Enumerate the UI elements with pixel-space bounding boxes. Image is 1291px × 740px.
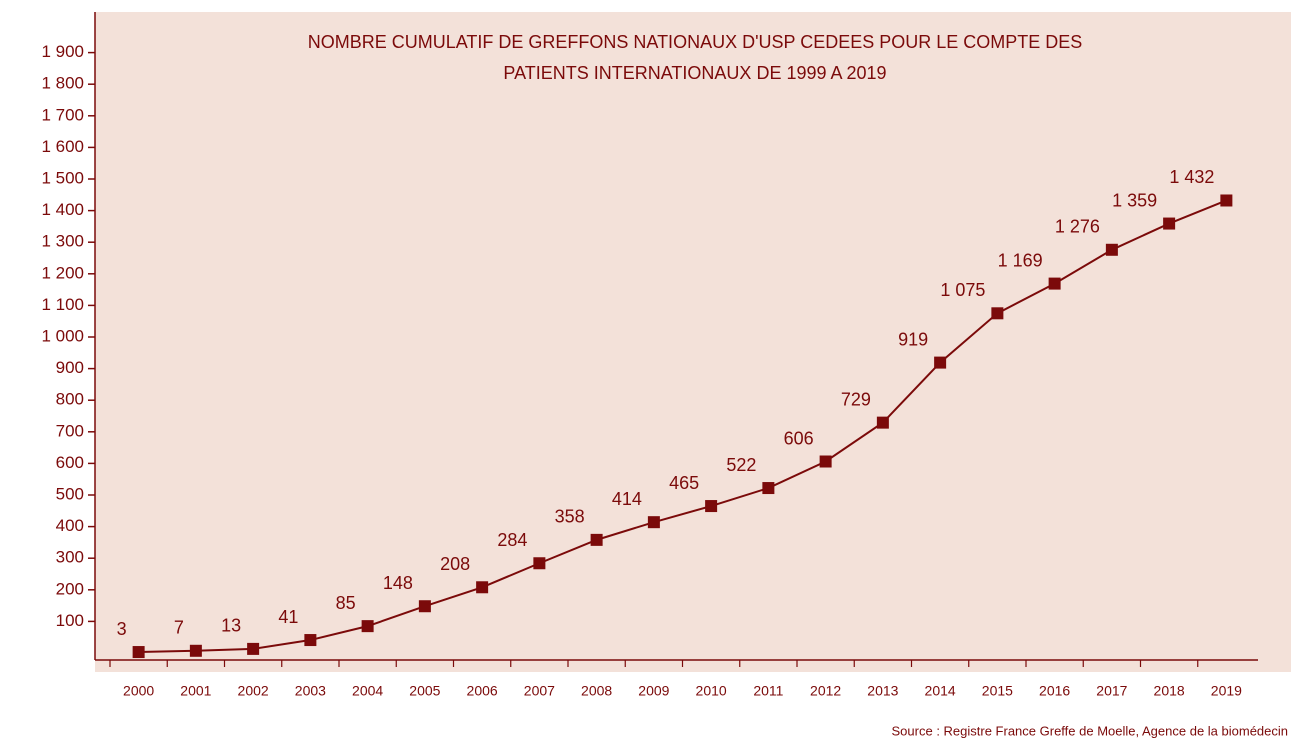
y-tick-label: 800 bbox=[56, 390, 84, 409]
x-tick-label: 2014 bbox=[925, 683, 956, 699]
x-tick-label: 2006 bbox=[467, 683, 498, 699]
data-label: 414 bbox=[612, 489, 642, 509]
data-label: 13 bbox=[221, 616, 241, 636]
y-tick-label: 500 bbox=[56, 484, 84, 503]
data-label: 7 bbox=[174, 618, 184, 638]
y-tick-label: 700 bbox=[56, 421, 84, 440]
y-tick-label: 1 600 bbox=[41, 137, 84, 156]
data-point bbox=[934, 356, 947, 369]
data-point bbox=[533, 557, 546, 570]
x-tick-label: 2009 bbox=[638, 683, 669, 699]
data-point bbox=[361, 620, 374, 633]
y-tick-label: 400 bbox=[56, 516, 84, 535]
y-tick-label: 1 400 bbox=[41, 200, 84, 219]
source-note: Source : Registre France Greffe de Moell… bbox=[892, 723, 1288, 738]
data-label: 358 bbox=[555, 507, 585, 527]
data-point bbox=[189, 644, 202, 657]
data-label: 1 276 bbox=[1055, 217, 1100, 237]
data-point bbox=[247, 642, 260, 655]
y-tick-label: 1 500 bbox=[41, 168, 84, 187]
x-tick-label: 2013 bbox=[867, 683, 898, 699]
data-label: 1 432 bbox=[1169, 167, 1214, 187]
data-label: 284 bbox=[497, 530, 527, 550]
x-tick-label: 2003 bbox=[295, 683, 326, 699]
data-label: 465 bbox=[669, 473, 699, 493]
x-tick-label: 2000 bbox=[123, 683, 154, 699]
data-label: 1 169 bbox=[998, 250, 1043, 270]
y-tick-label: 1 100 bbox=[41, 295, 84, 314]
data-label: 1 359 bbox=[1112, 190, 1157, 210]
x-tick-label: 2004 bbox=[352, 683, 383, 699]
data-point bbox=[819, 455, 832, 468]
data-label: 919 bbox=[898, 329, 928, 349]
data-label: 729 bbox=[841, 389, 871, 409]
x-tick-label: 2011 bbox=[753, 683, 783, 699]
y-tick-label: 1 900 bbox=[41, 42, 84, 61]
x-tick-label: 2019 bbox=[1211, 683, 1242, 699]
y-tick-label: 1 700 bbox=[41, 105, 84, 124]
y-tick-label: 300 bbox=[56, 548, 84, 567]
plot-background bbox=[95, 12, 1291, 672]
data-point bbox=[590, 533, 603, 546]
y-tick-label: 100 bbox=[56, 611, 84, 630]
x-tick-label: 2012 bbox=[810, 683, 841, 699]
x-tick-label: 2010 bbox=[696, 683, 727, 699]
data-point bbox=[1105, 243, 1118, 256]
x-tick-label: 2017 bbox=[1096, 683, 1127, 699]
data-label: 148 bbox=[383, 573, 413, 593]
x-tick-label: 2015 bbox=[982, 683, 1013, 699]
data-point bbox=[991, 307, 1004, 320]
data-label: 3 bbox=[117, 619, 127, 639]
y-tick-label: 900 bbox=[56, 358, 84, 377]
y-tick-label: 1 800 bbox=[41, 74, 84, 93]
y-tick-label: 1 300 bbox=[41, 232, 84, 251]
x-tick-label: 2007 bbox=[524, 683, 555, 699]
data-point bbox=[132, 646, 145, 659]
x-tick-label: 2001 bbox=[180, 683, 211, 699]
x-tick-label: 2008 bbox=[581, 683, 612, 699]
x-tick-label: 2002 bbox=[238, 683, 269, 699]
data-line bbox=[138, 199, 1227, 654]
data-point bbox=[762, 482, 775, 495]
data-point bbox=[1048, 277, 1061, 290]
data-point bbox=[647, 516, 660, 529]
data-point bbox=[876, 416, 889, 429]
data-label: 41 bbox=[278, 607, 298, 627]
y-tick-label: 200 bbox=[56, 579, 84, 598]
data-point bbox=[705, 500, 718, 513]
data-label: 606 bbox=[784, 428, 814, 448]
x-tick-label: 2018 bbox=[1154, 683, 1185, 699]
data-point bbox=[418, 600, 431, 613]
data-point bbox=[1220, 194, 1233, 207]
data-label: 85 bbox=[336, 593, 356, 613]
y-tick-label: 1 000 bbox=[41, 326, 84, 345]
y-tick-label: 1 200 bbox=[41, 263, 84, 282]
data-label: 208 bbox=[440, 554, 470, 574]
x-tick-label: 2016 bbox=[1039, 683, 1070, 699]
x-tick-label: 2005 bbox=[409, 683, 440, 699]
data-label: 522 bbox=[726, 455, 756, 475]
data-label: 1 075 bbox=[940, 280, 985, 300]
chart-title: PATIENTS INTERNATIONAUX DE 1999 A 2019 bbox=[503, 63, 886, 83]
data-point bbox=[476, 581, 489, 594]
y-tick-label: 600 bbox=[56, 453, 84, 472]
chart-title: NOMBRE CUMULATIF DE GREFFONS NATIONAUX D… bbox=[308, 32, 1083, 52]
data-point bbox=[1163, 217, 1176, 230]
data-point bbox=[304, 634, 317, 647]
